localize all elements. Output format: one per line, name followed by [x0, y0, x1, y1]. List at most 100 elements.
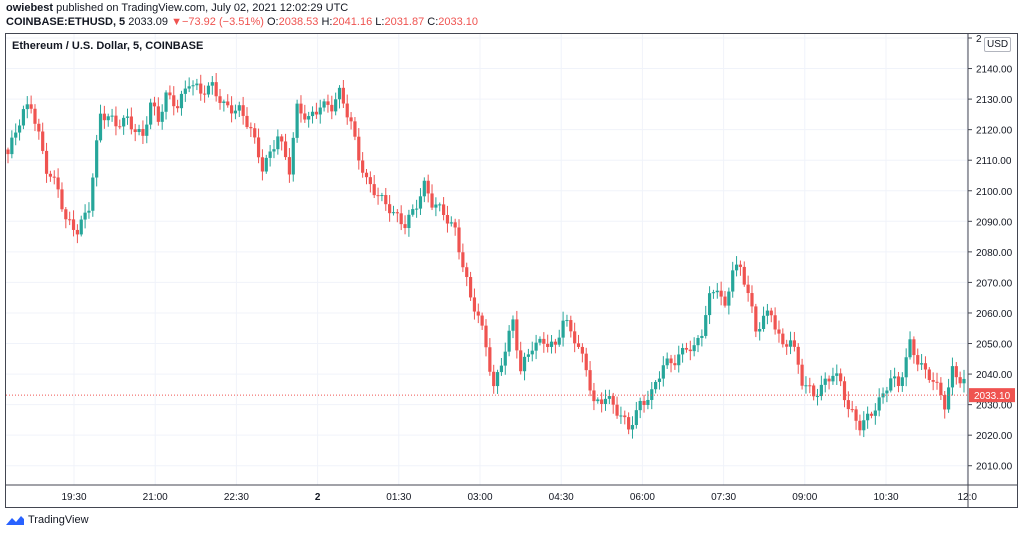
candle-body	[164, 92, 168, 112]
y-tick-label: 2020.00	[976, 431, 1013, 442]
candle-body	[943, 395, 947, 410]
candle-body	[403, 224, 407, 229]
candle-body	[407, 214, 411, 229]
candle-body	[661, 365, 665, 379]
candle-body	[445, 214, 450, 224]
candle-body	[692, 345, 696, 352]
candle-body	[457, 227, 461, 253]
y-tick-label: 2140.00	[976, 65, 1013, 76]
candle-body	[468, 277, 473, 298]
candle-body	[939, 382, 943, 396]
x-tick-label: 06:00	[630, 492, 655, 503]
candle-body	[734, 264, 739, 271]
candle-body	[885, 390, 889, 394]
candle-body	[79, 219, 83, 235]
candle-body	[788, 340, 793, 347]
candle-body	[149, 102, 153, 125]
candle-body	[549, 341, 554, 347]
candle-body	[237, 105, 241, 111]
last-price-label: 2033.10	[974, 391, 1011, 402]
candle-body	[769, 310, 773, 316]
candle-body	[526, 354, 531, 357]
candle-body	[673, 363, 677, 366]
price-chart[interactable]: 2010.00 2020.00 2030.00 2040.00 2050.00 2060.…	[6, 34, 1017, 507]
candle-body	[611, 396, 615, 405]
candle-body	[777, 329, 781, 334]
candle-body	[368, 177, 372, 185]
candle-body	[249, 127, 253, 129]
candle-body	[199, 83, 203, 94]
publisher-user: owiebest	[6, 2, 54, 14]
candle-body	[931, 380, 935, 382]
candle-body	[91, 177, 95, 211]
candle-body	[384, 195, 388, 205]
candle-body	[48, 173, 53, 177]
candle-body	[946, 387, 951, 410]
x-tick-label: 2	[315, 492, 321, 503]
candle-body	[310, 111, 315, 117]
candle-body	[761, 315, 766, 329]
candle-body	[646, 399, 650, 406]
candle-body	[538, 338, 542, 343]
candle-body	[592, 390, 596, 402]
y-tick-label: 2060.00	[976, 309, 1013, 320]
candle-body	[812, 385, 816, 397]
candle-body	[954, 366, 958, 378]
open-label: O:	[266, 16, 279, 28]
candle-body	[357, 136, 361, 161]
candle-body	[125, 116, 130, 118]
candle-body	[430, 193, 434, 208]
candle-body	[553, 341, 557, 345]
candle-body	[576, 343, 581, 347]
candle-body	[573, 331, 577, 344]
candle-body	[376, 195, 380, 197]
candle-body	[565, 320, 569, 322]
change-arrow-icon: ▼	[171, 16, 182, 28]
candle-body	[900, 377, 904, 386]
candle-body	[326, 101, 330, 105]
tradingview-brand[interactable]: TradingView	[6, 514, 89, 526]
candle-body	[781, 333, 785, 345]
currency-button[interactable]: USD	[984, 37, 1012, 52]
candle-body	[873, 410, 877, 416]
candle-body	[283, 141, 288, 158]
candle-body	[588, 370, 592, 391]
candle-body	[314, 111, 318, 115]
candle-body	[819, 384, 823, 397]
candle-body	[654, 381, 658, 390]
candle-body	[603, 398, 608, 404]
candle-body	[515, 319, 519, 351]
candle-body	[299, 103, 303, 114]
candle-body	[484, 325, 488, 348]
candle-body	[337, 87, 342, 100]
high-label: H:	[321, 16, 333, 28]
candle-body	[60, 189, 64, 210]
candle-body	[773, 315, 777, 330]
candle-body	[916, 355, 920, 365]
candle-body	[519, 350, 523, 372]
candle-body	[183, 88, 187, 94]
candle-body	[172, 95, 176, 107]
candle-body	[823, 378, 827, 385]
candle-body	[210, 82, 214, 86]
candle-body	[503, 351, 507, 366]
candle-body	[580, 346, 584, 354]
y-tick-label: 2090.00	[976, 217, 1013, 228]
candle-body	[145, 124, 149, 136]
candle-body	[372, 184, 376, 196]
candle-body	[796, 346, 800, 365]
x-tick-label: 01:30	[386, 492, 411, 503]
candle-body	[638, 400, 642, 411]
candle-body	[41, 131, 45, 151]
candle-body	[318, 107, 322, 115]
candle-body	[303, 113, 307, 120]
candle-body	[765, 310, 770, 316]
candle-body	[889, 378, 893, 391]
candle-body	[114, 115, 118, 127]
candle-body	[465, 267, 469, 278]
candle-body	[650, 389, 654, 400]
candle-body	[665, 358, 669, 366]
candle-body	[958, 377, 962, 384]
candle-body	[715, 290, 719, 293]
candle-body	[804, 385, 808, 387]
